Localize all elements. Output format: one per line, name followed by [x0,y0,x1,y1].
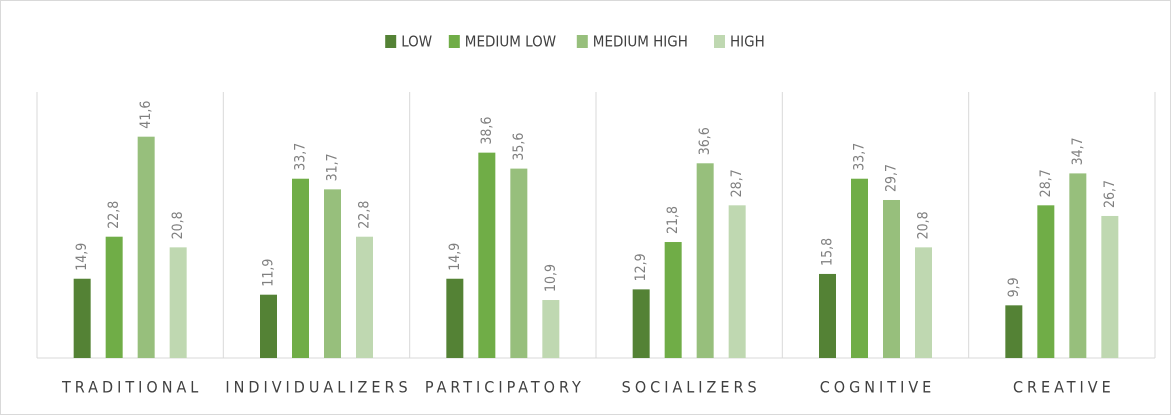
data-label: 28,7 [1038,169,1054,197]
bar [915,247,932,358]
data-label: 21,8 [665,206,681,234]
x-tick-label: COGNITIVE [820,378,936,397]
data-label: 14,9 [74,243,90,271]
bar [137,136,155,358]
legend-label: MEDIUM LOW [465,33,556,51]
legend-label: MEDIUM HIGH [593,33,688,51]
bar [510,168,528,358]
legend-swatch [448,35,460,48]
x-tick-label: CREATIVE [1013,378,1115,397]
bar [851,178,868,358]
data-label: 22,8 [106,201,122,229]
data-label: 11,9 [261,259,277,287]
bar [105,236,123,358]
legend-swatch [714,35,725,48]
data-label: 9,9 [1006,277,1022,297]
x-tick-label: TRADITIONAL [61,378,202,397]
data-label: 22,8 [357,201,373,229]
data-label: 14,9 [447,243,463,271]
data-label: 12,9 [633,253,649,281]
bar [1037,205,1055,358]
bar [696,163,714,358]
legend-swatch [385,35,397,48]
data-label: 35,6 [511,133,527,161]
legend-label: HIGH [730,33,765,51]
bar [819,273,836,358]
data-label: 29,7 [884,164,900,192]
bar [478,152,496,358]
bar [260,294,277,358]
x-tick-label: INDIVIDUALIZERS [225,378,411,397]
bar [632,289,650,358]
x-tick-label: PARTICIPATORY [425,378,585,397]
bar [883,199,900,358]
data-label: 31,7 [325,153,341,181]
bar [1069,173,1087,358]
bar [324,189,341,358]
bar [664,242,682,358]
data-label: 36,6 [697,127,713,155]
legend-swatch [576,35,588,48]
bar [1101,215,1119,358]
bar [542,300,560,358]
legend-label: LOW [401,33,432,51]
bar [73,278,91,358]
data-label: 38,6 [479,117,495,145]
data-label: 33,7 [852,143,868,171]
data-label: 34,7 [1070,137,1086,165]
bar [1005,305,1023,358]
data-label: 15,8 [820,238,836,266]
data-label: 26,7 [1102,180,1118,208]
bar [446,278,464,358]
data-label: 33,7 [293,143,309,171]
bar [292,178,309,358]
data-label: 28,7 [729,169,745,197]
data-label: 20,8 [916,211,932,239]
x-tick-label: SOCIALIZERS [622,378,761,397]
bar [169,247,187,358]
bar [728,205,746,358]
data-label: 20,8 [170,211,186,239]
data-label: 10,9 [543,264,559,292]
bar [356,236,373,358]
data-label: 41,6 [138,101,154,129]
